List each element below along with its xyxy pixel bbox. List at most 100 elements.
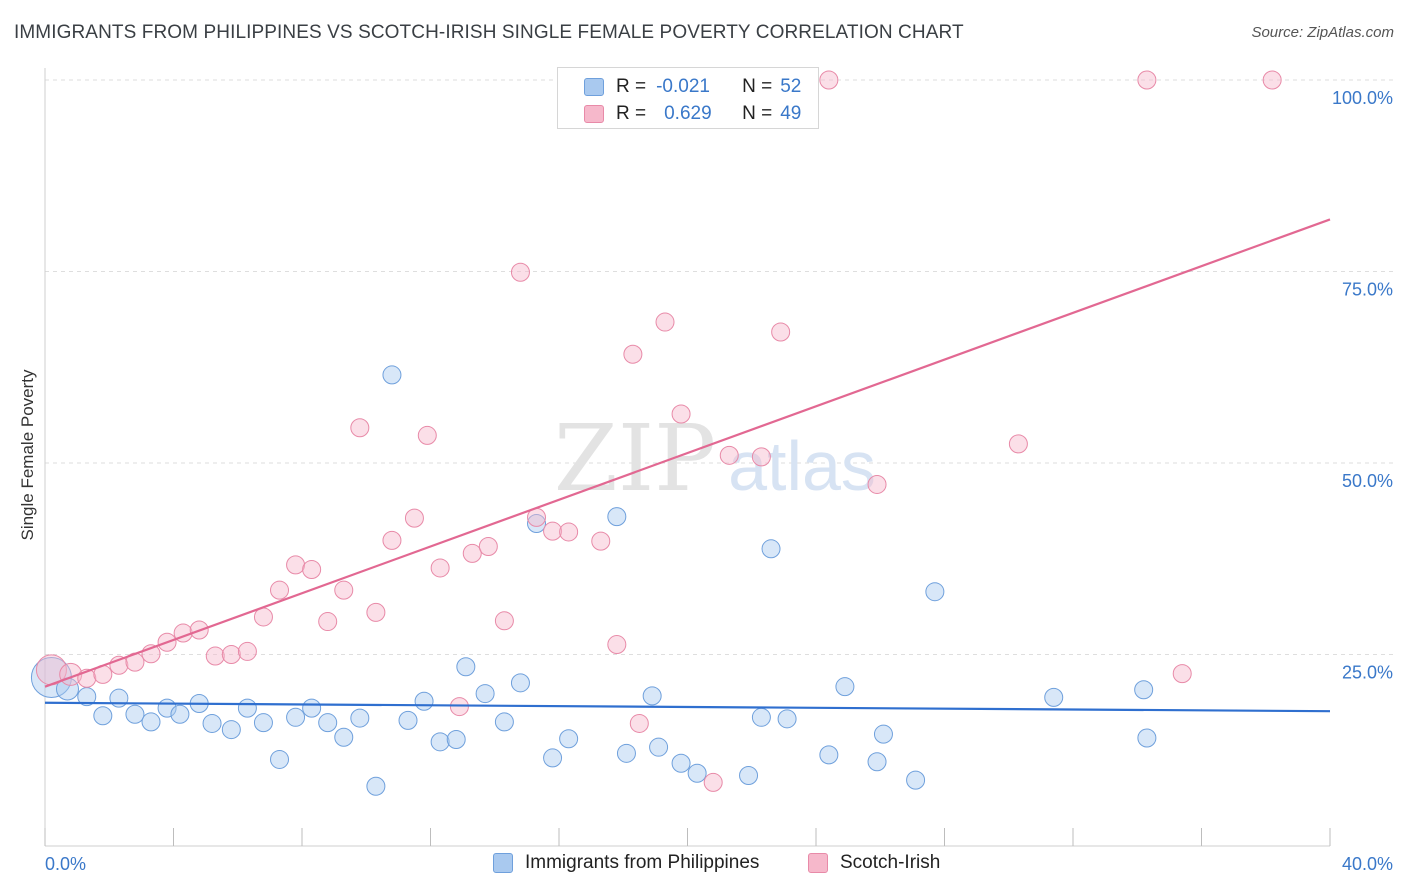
data-point-philippines xyxy=(141,712,161,732)
data-point-philippines xyxy=(494,712,514,732)
data-point-philippines xyxy=(475,684,495,704)
data-point-philippines xyxy=(456,657,476,677)
data-point-philippines xyxy=(334,727,354,747)
chart-title: IMMIGRANTS FROM PHILIPPINES VS SCOTCH-IR… xyxy=(14,22,964,43)
legend-swatch-philippines xyxy=(584,78,604,96)
data-point-philippines xyxy=(237,698,257,718)
data-point-scotch-irish xyxy=(350,418,370,438)
data-point-scotch-irish xyxy=(867,474,887,494)
data-point-philippines xyxy=(1044,687,1064,707)
data-point-scotch-irish xyxy=(366,602,386,622)
data-point-scotch-irish xyxy=(318,612,338,632)
data-point-philippines xyxy=(398,710,418,730)
watermark: ZIP atlas xyxy=(554,405,876,512)
data-point-philippines xyxy=(1134,680,1154,700)
data-point-scotch-irish xyxy=(382,530,402,550)
data-point-scotch-irish xyxy=(655,312,675,332)
data-point-philippines xyxy=(202,713,222,733)
data-point-scotch-irish xyxy=(629,713,649,733)
data-point-scotch-irish xyxy=(478,536,498,556)
data-point-philippines xyxy=(109,688,129,708)
data-point-scotch-irish xyxy=(1008,434,1028,454)
data-point-philippines xyxy=(366,776,386,796)
y-tick-label: 100.0% xyxy=(1332,88,1393,108)
data-point-scotch-irish xyxy=(543,521,563,541)
data-point-scotch-irish xyxy=(417,425,437,445)
data-point-scotch-irish xyxy=(430,558,450,578)
source-label: Source: ZipAtlas.com xyxy=(1251,24,1394,41)
data-point-philippines xyxy=(1137,728,1157,748)
gridlines xyxy=(45,79,1393,655)
legend-r-label: R = xyxy=(616,103,647,124)
data-point-scotch-irish xyxy=(607,635,627,655)
watermark-atlas: atlas xyxy=(728,427,876,505)
legend-item-scotch-irish[interactable]: Scotch-Irish xyxy=(808,852,940,874)
trend-lines xyxy=(44,218,1331,713)
series-legend: Immigrants from Philippines Scotch-Irish xyxy=(0,852,1406,878)
data-point-philippines xyxy=(925,582,945,602)
data-point-scotch-irish xyxy=(819,70,839,90)
watermark-zip: ZIP xyxy=(554,405,716,512)
data-point-philippines xyxy=(867,752,887,772)
data-point-philippines xyxy=(835,677,855,697)
data-point-scotch-irish xyxy=(559,522,579,542)
data-point-scotch-irish xyxy=(221,645,241,664)
legend-n-label: N = xyxy=(742,103,773,124)
data-point-philippines xyxy=(642,686,662,706)
data-point-philippines xyxy=(607,507,627,527)
data-point-scotch-irish xyxy=(1262,70,1282,90)
data-point-philippines xyxy=(318,713,338,733)
data-point-philippines xyxy=(510,673,530,693)
data-point-philippines xyxy=(253,713,273,733)
data-point-philippines xyxy=(761,539,781,559)
data-point-philippines xyxy=(559,729,579,749)
data-point-scotch-irish xyxy=(623,344,643,364)
y-tick-label: 75.0% xyxy=(1342,280,1393,300)
x-tick-label: 0.0% xyxy=(45,854,86,874)
data-point-scotch-irish xyxy=(771,322,791,342)
legend-item-philippines[interactable]: Immigrants from Philippines xyxy=(493,852,759,874)
data-point-philippines xyxy=(414,691,434,711)
axes xyxy=(44,68,1331,847)
data-point-philippines xyxy=(687,763,707,783)
trend-line-scotch-irish xyxy=(44,218,1331,688)
legend-n-value: 52 xyxy=(780,76,802,97)
data-point-scotch-irish xyxy=(703,772,723,792)
data-point-philippines xyxy=(270,749,290,769)
data-point-philippines xyxy=(739,766,759,786)
data-point-scotch-irish xyxy=(591,531,611,551)
data-point-philippines xyxy=(873,724,893,744)
legend-r-label: R = xyxy=(616,76,647,97)
y-tick-label: 50.0% xyxy=(1342,471,1393,491)
data-point-philippines xyxy=(125,704,145,724)
y-tick-label: 25.0% xyxy=(1342,663,1393,683)
data-point-philippines xyxy=(777,709,797,729)
correlation-legend: R = -0.021 N = 52 R = 0.629 N = 49 xyxy=(557,67,819,129)
legend-r-value: 0.629 xyxy=(664,103,712,124)
tick-labels: 25.0% 50.0% 75.0% 100.0% 0.0% 40.0% xyxy=(45,88,1393,874)
legend-row-scotch-irish: R = 0.629 N = 49 xyxy=(584,101,801,127)
data-point-scotch-irish xyxy=(404,508,424,528)
data-point-scotch-irish xyxy=(494,611,514,631)
trend-line-philippines xyxy=(44,701,1331,713)
legend-swatch-scotch-irish xyxy=(808,853,828,873)
data-point-scotch-irish xyxy=(671,404,691,424)
data-point-scotch-irish xyxy=(719,445,739,465)
data-point-philippines xyxy=(302,698,322,718)
data-point-philippines xyxy=(906,770,926,790)
data-point-philippines xyxy=(671,753,691,773)
data-point-philippines xyxy=(751,707,771,727)
data-point-scotch-irish xyxy=(1172,664,1192,684)
data-point-philippines xyxy=(93,706,113,726)
legend-label-scotch-irish: Scotch-Irish xyxy=(840,852,941,873)
data-point-philippines xyxy=(527,514,547,534)
data-point-scotch-irish xyxy=(751,447,771,467)
data-point-philippines xyxy=(350,708,370,728)
data-point-philippines xyxy=(649,737,669,757)
data-point-scotch-irish xyxy=(205,646,225,666)
legend-n-value: 49 xyxy=(780,103,802,124)
data-point-scotch-irish xyxy=(286,555,306,575)
legend-swatch-philippines xyxy=(493,853,513,873)
data-point-philippines xyxy=(430,732,450,752)
